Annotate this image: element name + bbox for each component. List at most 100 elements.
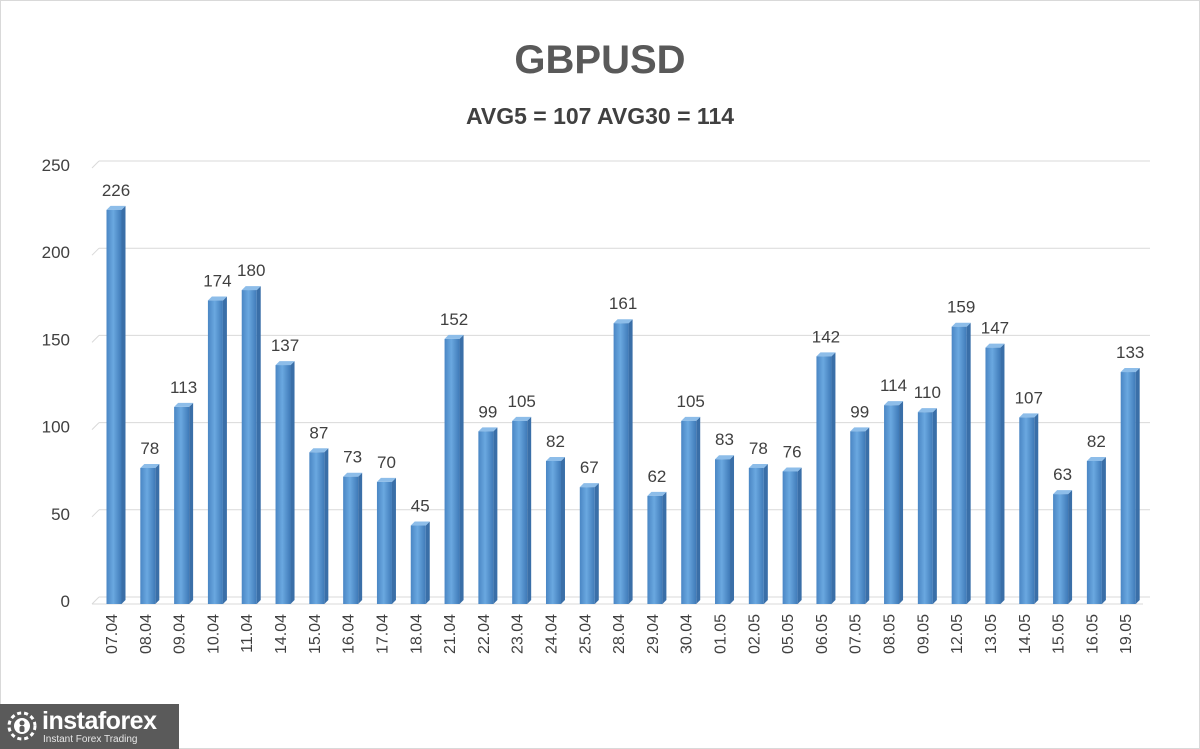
bar	[410, 521, 430, 604]
x-tick-label: 16.04	[341, 614, 358, 654]
x-tick-label: 09.04	[172, 614, 189, 654]
x-tick-label: 14.04	[273, 614, 290, 654]
bar-front	[207, 300, 223, 604]
data-label: 63	[1053, 465, 1072, 484]
gridline-diagonal	[91, 335, 100, 343]
x-tick-label: 10.04	[205, 614, 222, 654]
bar-front	[174, 406, 190, 604]
x-tick-label: 15.04	[307, 614, 324, 654]
data-label: 142	[812, 327, 840, 346]
bar-front	[241, 290, 257, 604]
data-label: 76	[783, 442, 802, 461]
bar-front	[376, 481, 392, 604]
x-tick-label: 11.04	[239, 614, 256, 653]
logo-name: instaforex	[42, 707, 157, 735]
data-label: 83	[715, 430, 734, 449]
data-label: 82	[546, 432, 565, 451]
bar-side	[797, 467, 802, 604]
data-label: 73	[343, 448, 362, 467]
bar	[140, 463, 160, 604]
instaforex-logo: instaforex Instant Forex Trading	[0, 704, 179, 749]
bar-side	[1000, 343, 1005, 604]
logo-tagline: Instant Forex Trading	[43, 734, 138, 745]
bar	[545, 456, 565, 604]
bar-front	[850, 431, 866, 604]
bar-top	[884, 401, 904, 406]
bar-side	[493, 427, 498, 604]
bar	[1053, 490, 1073, 604]
bar-front	[985, 347, 1001, 604]
x-tick-label: 25.04	[577, 614, 594, 654]
bar-front	[613, 323, 629, 604]
bar-front	[917, 412, 933, 604]
bar-front	[275, 365, 291, 604]
y-tick-label: 150	[42, 330, 70, 349]
bar-front	[309, 452, 325, 604]
bar	[613, 319, 633, 604]
data-label: 87	[309, 423, 328, 442]
y-axis: 0 50 100 150 200 250	[42, 156, 70, 611]
bar-side	[865, 427, 870, 604]
bar-top	[1053, 490, 1073, 495]
bar-front	[816, 356, 832, 604]
bar-front	[884, 405, 900, 604]
x-tick-label: 28.04	[611, 614, 628, 654]
bar-top	[512, 416, 532, 421]
bar	[512, 416, 532, 604]
bar-front	[681, 420, 697, 604]
y-tick-label: 0	[61, 592, 70, 611]
bar-top	[985, 343, 1005, 348]
bar	[478, 427, 498, 604]
bar-front	[478, 431, 494, 604]
data-label: 110	[914, 383, 941, 402]
bar-top	[715, 455, 735, 460]
x-tick-label: 16.05	[1084, 614, 1101, 654]
bar-side	[121, 205, 126, 604]
bar	[850, 427, 870, 604]
x-tick-label: 06.05	[814, 614, 831, 654]
bar	[207, 296, 227, 604]
bar-top	[816, 352, 836, 357]
bar-front	[1053, 494, 1069, 604]
data-label: 180	[237, 261, 265, 280]
bar	[951, 322, 971, 604]
bar	[782, 467, 802, 604]
bar-top	[1019, 413, 1039, 418]
y-tick-label: 250	[42, 156, 70, 175]
bar-top	[613, 319, 633, 324]
y-tick-label: 50	[51, 505, 70, 524]
bar-front	[782, 471, 798, 604]
bar-top	[748, 463, 768, 468]
bar	[1086, 456, 1106, 604]
bar-side	[324, 448, 329, 604]
bar-front	[1120, 372, 1136, 604]
x-tick-label: 07.04	[104, 614, 121, 654]
bar-side	[189, 402, 194, 604]
data-label: 105	[677, 392, 705, 411]
data-label: 226	[102, 181, 130, 200]
x-tick-label: 12.05	[949, 614, 966, 654]
bar-top	[410, 521, 430, 526]
data-labels: 226 78 113 174 180 137 87 73 70 45 152 99 105 82 67 161…	[102, 181, 1145, 516]
bar-front	[647, 495, 663, 604]
bar	[444, 334, 464, 604]
bar-top	[951, 322, 971, 327]
x-tick-label: 21.04	[442, 614, 459, 654]
bar-front	[410, 525, 426, 604]
x-tick-label: 18.04	[408, 614, 425, 654]
data-label: 99	[478, 402, 497, 421]
bar-top	[782, 467, 802, 472]
x-tick-label: 29.04	[645, 614, 662, 654]
bar-side	[222, 296, 227, 604]
bar-side	[1068, 490, 1073, 604]
bar-side	[696, 416, 701, 604]
bar-side	[358, 472, 363, 604]
bar	[106, 205, 126, 604]
x-tick-label: 07.05	[848, 614, 865, 654]
bar-side	[662, 491, 667, 604]
gridline-diagonal	[91, 509, 100, 518]
bar-front	[444, 338, 460, 604]
bar-front	[1019, 417, 1035, 604]
bar-top	[917, 408, 937, 413]
